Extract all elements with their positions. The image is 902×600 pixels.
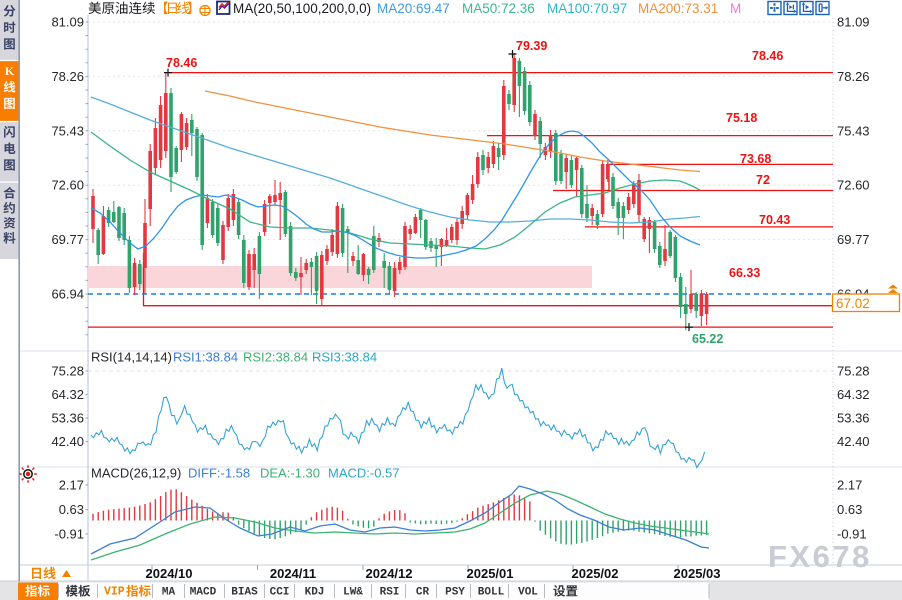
- svg-text:VIP: VIP: [104, 586, 125, 599]
- svg-text:MA(20,50,100,200,0,0): MA(20,50,100,200,0,0): [233, 1, 371, 16]
- svg-text:FX678: FX678: [768, 539, 872, 574]
- svg-text:75.28: 75.28: [51, 364, 84, 379]
- svg-text:66.94: 66.94: [51, 287, 84, 302]
- svg-text:RSI3:38.84: RSI3:38.84: [312, 350, 377, 365]
- svg-text:78.26: 78.26: [837, 69, 870, 84]
- svg-text:MA: MA: [162, 587, 176, 599]
- svg-text:K: K: [5, 64, 15, 78]
- svg-text:MACD(26,12,9): MACD(26,12,9): [91, 466, 181, 481]
- svg-text:66.33: 66.33: [729, 266, 760, 280]
- svg-text:MA200:73.31: MA200:73.31: [638, 1, 718, 16]
- svg-text:BIAS: BIAS: [231, 587, 258, 599]
- svg-text:LW&: LW&: [343, 587, 363, 599]
- svg-text:79.39: 79.39: [516, 39, 547, 53]
- svg-text:81.09: 81.09: [51, 15, 84, 30]
- svg-text:M: M: [730, 1, 741, 16]
- svg-text:75.43: 75.43: [837, 123, 870, 138]
- svg-text:0.63: 0.63: [59, 502, 84, 517]
- svg-text:MACD:-0.57: MACD:-0.57: [328, 466, 400, 481]
- svg-text:72.60: 72.60: [837, 178, 870, 193]
- svg-text:2025/01: 2025/01: [467, 566, 514, 581]
- svg-text:2024/12: 2024/12: [366, 566, 413, 581]
- svg-text:-0.91: -0.91: [837, 527, 867, 542]
- svg-text:PSY: PSY: [445, 587, 465, 599]
- svg-text:CCI: CCI: [270, 587, 290, 599]
- svg-text:2024/11: 2024/11: [270, 566, 316, 581]
- svg-text:81.09: 81.09: [837, 15, 870, 30]
- svg-text:73.68: 73.68: [740, 152, 771, 166]
- svg-text:42.40: 42.40: [51, 434, 84, 449]
- svg-text:MACD: MACD: [190, 587, 217, 599]
- svg-text:RSI: RSI: [380, 587, 400, 599]
- svg-text:RSI(14,14,14): RSI(14,14,14): [91, 350, 172, 365]
- svg-text:-0.91: -0.91: [54, 527, 84, 542]
- svg-text:MA100:70.97: MA100:70.97: [547, 1, 627, 16]
- svg-text:67.02: 67.02: [836, 296, 870, 311]
- svg-text:72: 72: [756, 173, 770, 187]
- svg-text:BOLL: BOLL: [478, 587, 505, 599]
- svg-text:KDJ: KDJ: [305, 587, 325, 599]
- svg-text:2025/02: 2025/02: [572, 566, 619, 581]
- svg-text:2.17: 2.17: [837, 478, 862, 493]
- svg-text:75.18: 75.18: [726, 111, 757, 125]
- svg-text:RSI1:38.84: RSI1:38.84: [173, 350, 238, 365]
- svg-text:53.36: 53.36: [837, 411, 870, 426]
- svg-text:72.60: 72.60: [51, 178, 84, 193]
- svg-text:2025/03: 2025/03: [674, 566, 721, 581]
- svg-text:70.43: 70.43: [759, 213, 790, 227]
- svg-text:2024/10: 2024/10: [146, 566, 193, 581]
- svg-text:RSI2:38.84: RSI2:38.84: [243, 350, 308, 365]
- svg-text:64.32: 64.32: [51, 387, 84, 402]
- svg-text:75.28: 75.28: [837, 364, 870, 379]
- svg-text:VOL: VOL: [518, 587, 538, 599]
- svg-text:DIFF:-1.58: DIFF:-1.58: [188, 466, 250, 481]
- svg-text:MA20:69.47: MA20:69.47: [377, 1, 450, 16]
- svg-text:42.40: 42.40: [837, 434, 870, 449]
- svg-text:2.17: 2.17: [59, 478, 84, 493]
- svg-text:53.36: 53.36: [51, 411, 84, 426]
- svg-text:69.77: 69.77: [51, 232, 84, 247]
- svg-text:69.77: 69.77: [837, 232, 870, 247]
- svg-text:75.43: 75.43: [51, 123, 84, 138]
- svg-text:MA50:72.36: MA50:72.36: [462, 1, 535, 16]
- svg-text:DEA:-1.30: DEA:-1.30: [260, 466, 320, 481]
- svg-text:65.22: 65.22: [692, 332, 723, 346]
- svg-text:0.63: 0.63: [837, 502, 862, 517]
- svg-text:64.32: 64.32: [837, 387, 870, 402]
- svg-text:78.46: 78.46: [166, 56, 197, 70]
- svg-text:CR: CR: [416, 587, 430, 599]
- svg-text:78.26: 78.26: [51, 69, 84, 84]
- svg-text:78.46: 78.46: [752, 49, 783, 63]
